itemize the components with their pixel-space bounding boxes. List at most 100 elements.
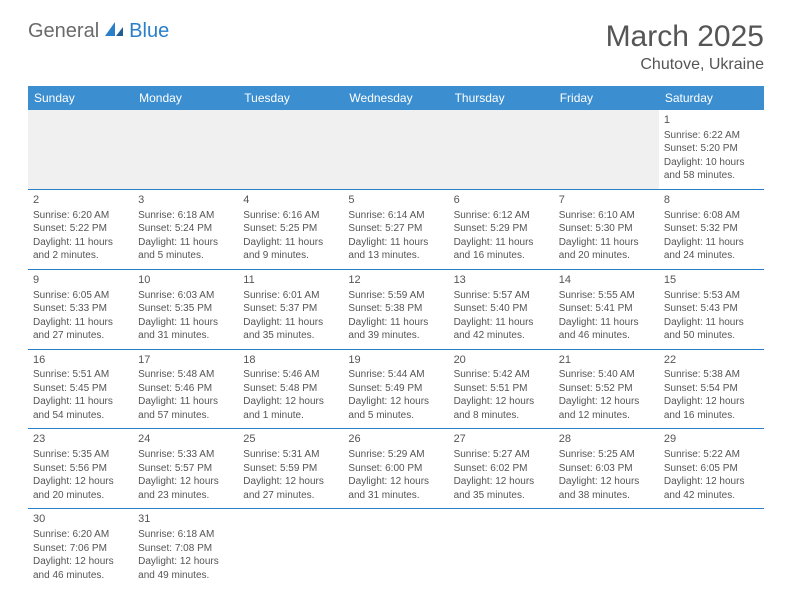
calendar-day-cell: 12Sunrise: 5:59 AMSunset: 5:38 PMDayligh… — [343, 269, 448, 349]
daylight-line: Daylight: 11 hours and 50 minutes. — [664, 316, 759, 343]
calendar-week-row: 1Sunrise: 6:22 AMSunset: 5:20 PMDaylight… — [28, 110, 764, 189]
daylight-line: Daylight: 12 hours and 8 minutes. — [454, 395, 549, 422]
sunset-line: Sunset: 6:00 PM — [348, 462, 443, 476]
calendar-week-row: 2Sunrise: 6:20 AMSunset: 5:22 PMDaylight… — [28, 189, 764, 269]
sunset-line: Sunset: 6:02 PM — [454, 462, 549, 476]
daylight-line: Daylight: 11 hours and 42 minutes. — [454, 316, 549, 343]
daylight-line: Daylight: 12 hours and 12 minutes. — [559, 395, 654, 422]
calendar-body: 1Sunrise: 6:22 AMSunset: 5:20 PMDaylight… — [28, 110, 764, 588]
calendar-day-cell: 8Sunrise: 6:08 AMSunset: 5:32 PMDaylight… — [659, 189, 764, 269]
daylight-line: Daylight: 11 hours and 13 minutes. — [348, 236, 443, 263]
daylight-line: Daylight: 12 hours and 42 minutes. — [664, 475, 759, 502]
sunrise-line: Sunrise: 6:14 AM — [348, 209, 443, 223]
daylight-line: Daylight: 12 hours and 35 minutes. — [454, 475, 549, 502]
day-number: 29 — [664, 432, 759, 447]
sunrise-line: Sunrise: 5:33 AM — [138, 448, 233, 462]
day-number: 13 — [454, 273, 549, 288]
sunset-line: Sunset: 5:29 PM — [454, 222, 549, 236]
day-number: 5 — [348, 193, 443, 208]
calendar-day-cell: 16Sunrise: 5:51 AMSunset: 5:45 PMDayligh… — [28, 349, 133, 429]
daylight-line: Daylight: 11 hours and 9 minutes. — [243, 236, 338, 263]
sunrise-line: Sunrise: 5:55 AM — [559, 289, 654, 303]
day-number: 12 — [348, 273, 443, 288]
sunrise-line: Sunrise: 5:46 AM — [243, 368, 338, 382]
day-number: 25 — [243, 432, 338, 447]
calendar-day-cell: 9Sunrise: 6:05 AMSunset: 5:33 PMDaylight… — [28, 269, 133, 349]
calendar-day-cell: 6Sunrise: 6:12 AMSunset: 5:29 PMDaylight… — [449, 189, 554, 269]
calendar-day-cell: 30Sunrise: 6:20 AMSunset: 7:06 PMDayligh… — [28, 509, 133, 588]
sunrise-line: Sunrise: 6:22 AM — [664, 129, 759, 143]
sunset-line: Sunset: 7:06 PM — [33, 542, 128, 556]
day-number: 26 — [348, 432, 443, 447]
day-number: 15 — [664, 273, 759, 288]
daylight-line: Daylight: 12 hours and 16 minutes. — [664, 395, 759, 422]
calendar-day-cell: 19Sunrise: 5:44 AMSunset: 5:49 PMDayligh… — [343, 349, 448, 429]
daylight-line: Daylight: 12 hours and 31 minutes. — [348, 475, 443, 502]
weekday-header: Sunday — [28, 86, 133, 110]
daylight-line: Daylight: 12 hours and 49 minutes. — [138, 555, 233, 582]
calendar-page: General Blue March 2025 Chutove, Ukraine… — [0, 0, 792, 608]
sunrise-line: Sunrise: 6:01 AM — [243, 289, 338, 303]
day-number: 27 — [454, 432, 549, 447]
month-title: March 2025 — [606, 20, 764, 54]
calendar-day-cell: 20Sunrise: 5:42 AMSunset: 5:51 PMDayligh… — [449, 349, 554, 429]
sunrise-line: Sunrise: 5:57 AM — [454, 289, 549, 303]
daylight-line: Daylight: 12 hours and 46 minutes. — [33, 555, 128, 582]
calendar-day-cell: 28Sunrise: 5:25 AMSunset: 6:03 PMDayligh… — [554, 429, 659, 509]
day-number: 22 — [664, 353, 759, 368]
day-number: 20 — [454, 353, 549, 368]
sunset-line: Sunset: 5:33 PM — [33, 302, 128, 316]
sunrise-line: Sunrise: 5:48 AM — [138, 368, 233, 382]
calendar-day-cell: 1Sunrise: 6:22 AMSunset: 5:20 PMDaylight… — [659, 110, 764, 189]
logo: General Blue — [28, 20, 169, 43]
sunrise-line: Sunrise: 6:03 AM — [138, 289, 233, 303]
calendar-day-cell: 26Sunrise: 5:29 AMSunset: 6:00 PMDayligh… — [343, 429, 448, 509]
sunrise-line: Sunrise: 6:20 AM — [33, 528, 128, 542]
daylight-line: Daylight: 12 hours and 23 minutes. — [138, 475, 233, 502]
sunrise-line: Sunrise: 6:12 AM — [454, 209, 549, 223]
daylight-line: Daylight: 11 hours and 5 minutes. — [138, 236, 233, 263]
sunset-line: Sunset: 5:43 PM — [664, 302, 759, 316]
calendar-day-cell — [659, 509, 764, 588]
sunset-line: Sunset: 5:24 PM — [138, 222, 233, 236]
calendar-day-cell — [343, 110, 448, 189]
calendar-day-cell: 3Sunrise: 6:18 AMSunset: 5:24 PMDaylight… — [133, 189, 238, 269]
calendar-day-cell: 7Sunrise: 6:10 AMSunset: 5:30 PMDaylight… — [554, 189, 659, 269]
sunrise-line: Sunrise: 5:25 AM — [559, 448, 654, 462]
sunrise-line: Sunrise: 6:08 AM — [664, 209, 759, 223]
calendar-day-cell: 13Sunrise: 5:57 AMSunset: 5:40 PMDayligh… — [449, 269, 554, 349]
day-number: 18 — [243, 353, 338, 368]
day-number: 11 — [243, 273, 338, 288]
weekday-header: Saturday — [659, 86, 764, 110]
sunrise-line: Sunrise: 6:05 AM — [33, 289, 128, 303]
daylight-line: Daylight: 11 hours and 46 minutes. — [559, 316, 654, 343]
daylight-line: Daylight: 12 hours and 1 minute. — [243, 395, 338, 422]
calendar-day-cell: 15Sunrise: 5:53 AMSunset: 5:43 PMDayligh… — [659, 269, 764, 349]
calendar-day-cell — [238, 509, 343, 588]
day-number: 30 — [33, 512, 128, 527]
sunrise-line: Sunrise: 5:31 AM — [243, 448, 338, 462]
daylight-line: Daylight: 11 hours and 20 minutes. — [559, 236, 654, 263]
sunrise-line: Sunrise: 5:59 AM — [348, 289, 443, 303]
calendar-header-row: SundayMondayTuesdayWednesdayThursdayFrid… — [28, 86, 764, 110]
sunrise-line: Sunrise: 6:18 AM — [138, 528, 233, 542]
day-number: 8 — [664, 193, 759, 208]
calendar-week-row: 23Sunrise: 5:35 AMSunset: 5:56 PMDayligh… — [28, 429, 764, 509]
sunrise-line: Sunrise: 5:53 AM — [664, 289, 759, 303]
sunrise-line: Sunrise: 6:20 AM — [33, 209, 128, 223]
calendar-day-cell — [343, 509, 448, 588]
sunset-line: Sunset: 5:48 PM — [243, 382, 338, 396]
sunrise-line: Sunrise: 5:22 AM — [664, 448, 759, 462]
sunset-line: Sunset: 5:57 PM — [138, 462, 233, 476]
calendar-day-cell — [28, 110, 133, 189]
day-number: 16 — [33, 353, 128, 368]
sunrise-line: Sunrise: 6:16 AM — [243, 209, 338, 223]
sunset-line: Sunset: 5:52 PM — [559, 382, 654, 396]
calendar-day-cell: 10Sunrise: 6:03 AMSunset: 5:35 PMDayligh… — [133, 269, 238, 349]
location: Chutove, Ukraine — [606, 56, 764, 74]
sunset-line: Sunset: 5:37 PM — [243, 302, 338, 316]
sunrise-line: Sunrise: 5:51 AM — [33, 368, 128, 382]
page-header: General Blue March 2025 Chutove, Ukraine — [28, 20, 764, 74]
sunset-line: Sunset: 5:35 PM — [138, 302, 233, 316]
sunset-line: Sunset: 5:59 PM — [243, 462, 338, 476]
